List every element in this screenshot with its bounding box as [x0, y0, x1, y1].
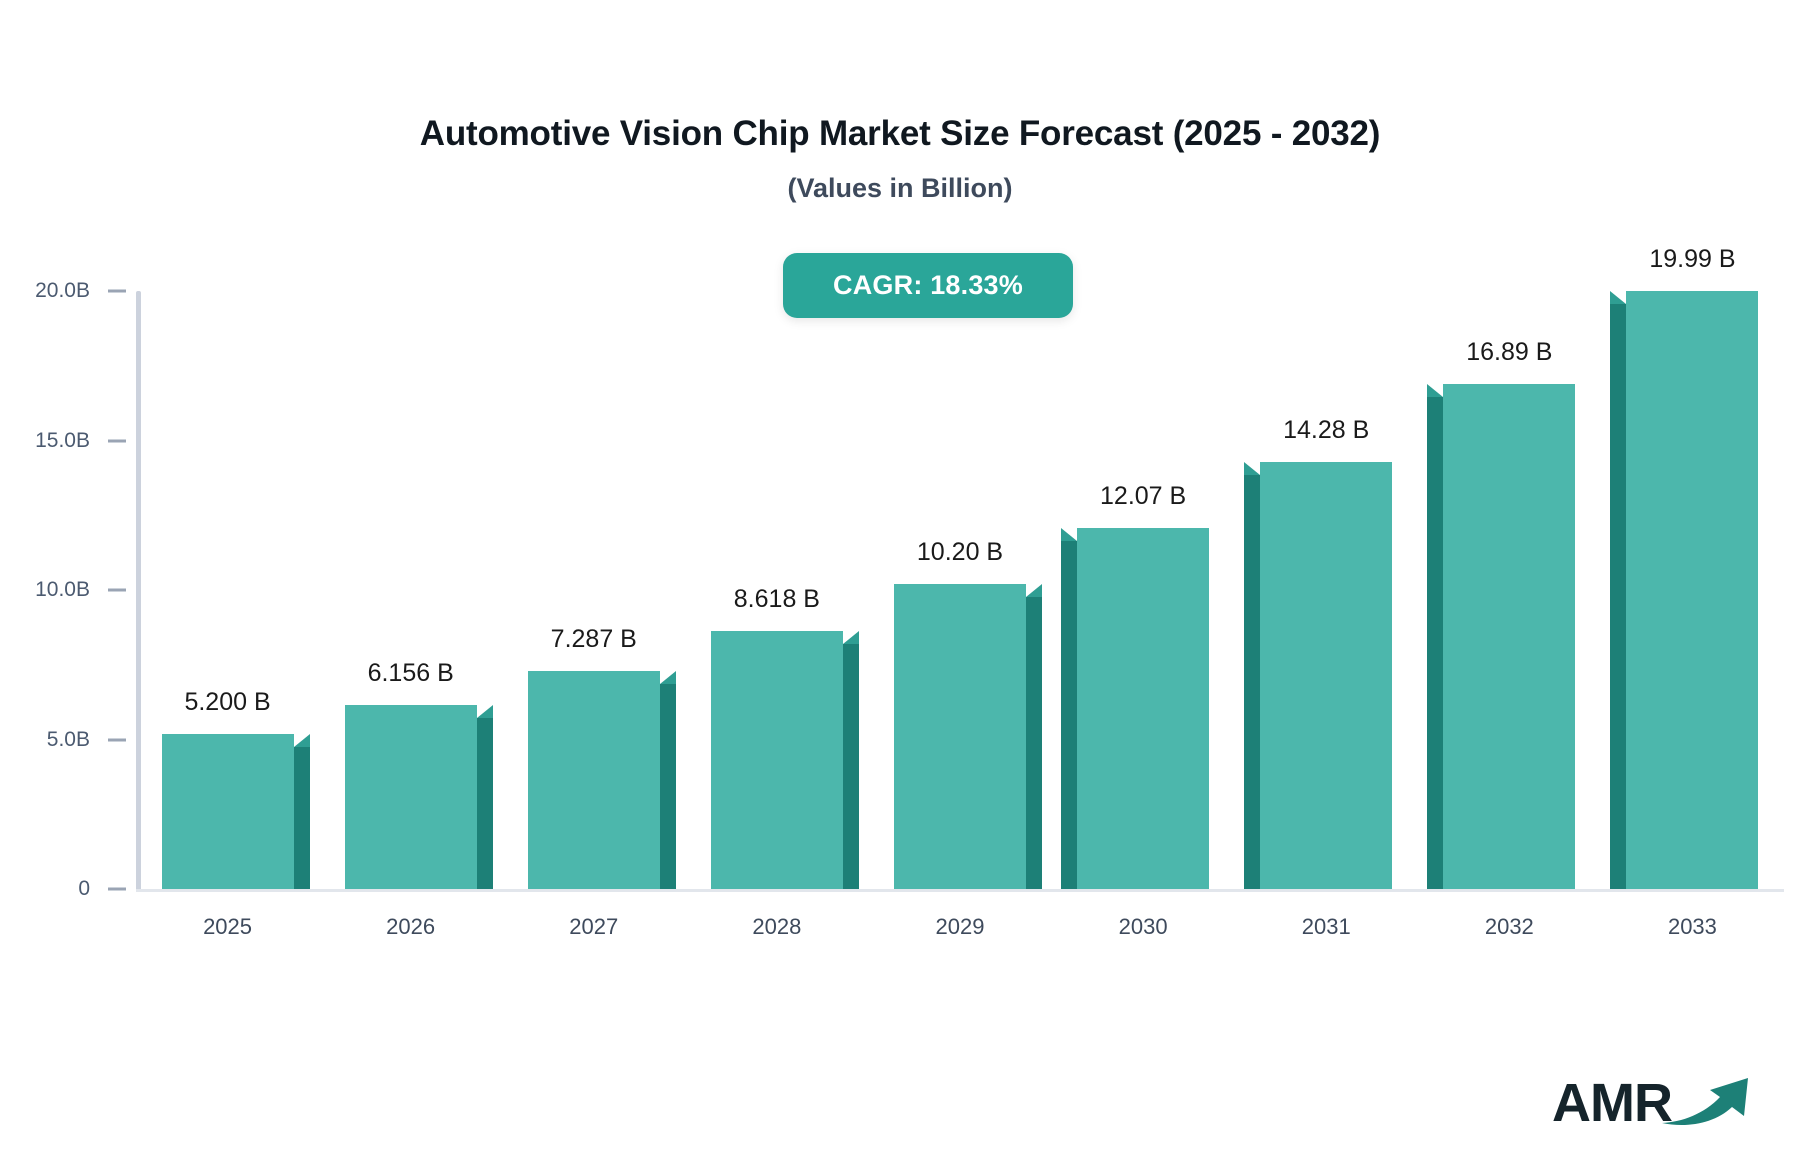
x-axis-tick-label: 2030: [1118, 914, 1168, 939]
bar-value-label: 5.200 B: [184, 687, 271, 716]
bar[interactable]: [344, 704, 493, 889]
y-axis: 0 5.0B 10.0B 15.0B 20.0B: [0, 0, 136, 1156]
bar-front-face: [1626, 291, 1759, 889]
bar-top-face: [1244, 462, 1261, 476]
bar-side-face: [293, 746, 310, 889]
x-axis-tick-label: 2032: [1484, 914, 1534, 939]
bar-front-face: [894, 584, 1026, 889]
x-axis-tick-label: 2033: [1667, 914, 1717, 939]
bar-value-label: 19.99 B: [1649, 245, 1736, 274]
bar-side-face: [1061, 541, 1078, 889]
logo-text: AMR: [1552, 1073, 1673, 1133]
amr-logo: AMR: [1552, 1072, 1756, 1130]
bar-front-face: [1443, 383, 1576, 889]
bar-value-label: 8.618 B: [733, 585, 820, 614]
bar-value-label: 16.89 B: [1466, 337, 1553, 366]
bar-side-face: [1244, 475, 1261, 889]
bar[interactable]: [1244, 462, 1393, 889]
bar[interactable]: [1061, 528, 1210, 889]
y-axis-tick-label: 20.0B: [35, 279, 90, 302]
x-axis-tick-label: 2031: [1301, 914, 1351, 939]
y-axis-tick-mark: [108, 738, 126, 741]
bar-side-face: [1610, 304, 1627, 889]
bar-front-face: [1077, 528, 1210, 889]
bar[interactable]: [1610, 291, 1759, 889]
chart-title: Automotive Vision Chip Market Size Forec…: [419, 114, 1381, 153]
y-axis-tick-mark: [108, 887, 126, 891]
cagr-badge: CAGR: 18.33%: [783, 253, 1073, 318]
y-axis-tick-label: 0: [78, 877, 90, 900]
bar-value-label: 7.287 B: [550, 625, 637, 654]
x-axis-tick-label: 2028: [752, 914, 802, 939]
bar-value-label: 6.156 B: [367, 658, 454, 687]
x-axis-spine: [136, 889, 1784, 892]
bar-value-label: 10.20 B: [916, 538, 1004, 567]
y-axis-tick-mark: [108, 588, 126, 592]
chart-subtitle: (Values in Billion): [787, 173, 1013, 203]
bar-top-face: [1610, 291, 1627, 305]
bar[interactable]: [161, 733, 310, 889]
bar-top-face: [1026, 584, 1042, 598]
rising-arrow-icon: [1662, 1078, 1748, 1126]
bar[interactable]: [527, 671, 676, 889]
bar-top-face: [1427, 383, 1444, 397]
bar-value-label: 14.28 B: [1283, 416, 1370, 445]
bar-side-face: [659, 684, 676, 889]
bar[interactable]: [1427, 383, 1576, 889]
y-axis-tick-label: 15.0B: [35, 428, 90, 452]
x-axis-tick-label: 2029: [935, 914, 985, 939]
bar-top-face: [659, 671, 676, 685]
bar-top-face: [293, 733, 310, 747]
bar-front-face: [344, 704, 477, 889]
y-axis-tick-label: 5.0B: [46, 727, 90, 751]
y-axis-spine: [136, 291, 141, 891]
bar-front-face: [710, 631, 843, 889]
bar[interactable]: [710, 631, 859, 889]
bar-side-face: [1427, 396, 1444, 889]
bar-front-face: [161, 733, 294, 889]
bar-top-face: [476, 704, 493, 718]
y-axis-tick-mark: [108, 439, 126, 442]
cagr-badge-label: CAGR: 18.33%: [833, 270, 1023, 300]
bar-front-face: [527, 671, 660, 889]
x-axis-tick-label: 2026: [386, 914, 436, 939]
bar-top-face: [1061, 528, 1078, 542]
bar-side-face: [842, 644, 859, 889]
bar-value-label: 12.07 B: [1100, 482, 1187, 511]
bar-side-face: [476, 717, 493, 889]
y-axis-tick-mark: [108, 289, 126, 293]
x-axis-tick-label: 2027: [569, 914, 619, 939]
bar-front-face: [1260, 462, 1393, 889]
bar[interactable]: [894, 584, 1042, 889]
y-axis-tick-label: 10.0B: [35, 578, 90, 601]
bar-top-face: [842, 631, 859, 645]
bar-side-face: [1026, 597, 1042, 889]
x-axis-tick-label: 2025: [203, 914, 253, 939]
